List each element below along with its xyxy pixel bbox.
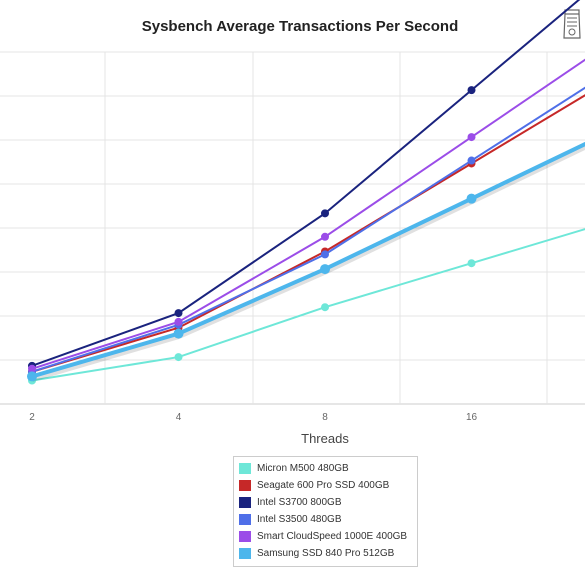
chart-title: Sysbench Average Transactions Per Second [141, 18, 459, 35]
data-point[interactable] [467, 156, 476, 165]
legend-label: Samsung SSD 840 Pro 512GB [257, 548, 395, 559]
legend-label: Intel S3700 800GB [257, 497, 342, 508]
legend-item[interactable]: Smart CloudSpeed 1000E 400GB [239, 528, 411, 545]
data-point[interactable] [173, 328, 184, 339]
series-layer [27, 0, 585, 385]
legend: Micron M500 480GB Seagate 600 Pro SSD 400… [233, 456, 418, 567]
data-point[interactable] [467, 259, 476, 268]
data-point[interactable] [320, 264, 330, 275]
grid-layer [0, 51, 585, 405]
x-tick-label: 2 [29, 412, 35, 423]
legend-swatch [239, 497, 251, 508]
logo-icon [563, 9, 581, 39]
data-point[interactable] [28, 364, 36, 373]
series-line [31, 94, 585, 373]
legend-swatch [239, 463, 251, 474]
data-point[interactable] [27, 371, 37, 382]
legend-label: Intel S3500 480GB [257, 514, 342, 525]
legend-label: Smart CloudSpeed 1000E 400GB [257, 531, 408, 542]
x-tick-label: 4 [176, 412, 182, 423]
legend-item[interactable]: Intel S3700 800GB [239, 494, 411, 511]
series-smart-cloudspeed-1000e-400gb [28, 58, 585, 373]
legend-swatch [239, 480, 251, 491]
x-tick-label: 16 [466, 412, 478, 423]
legend-swatch [239, 531, 251, 542]
data-point[interactable] [321, 209, 329, 218]
tick-layer: 2 4 8 16 [29, 412, 477, 423]
legend-swatch [239, 514, 251, 525]
legend-label: Seagate 600 Pro SSD 400GB [257, 480, 390, 491]
data-point[interactable] [321, 303, 329, 312]
series-samsung-ssd-840-pro-512gb [27, 141, 585, 382]
data-point[interactable] [467, 133, 476, 142]
series-seagate-600-pro-ssd-400gb [28, 94, 585, 376]
series-line [31, 58, 585, 370]
data-point[interactable] [174, 309, 183, 318]
legend-item[interactable]: Intel S3500 480GB [239, 511, 411, 528]
data-point[interactable] [321, 250, 329, 259]
data-point[interactable] [174, 353, 183, 362]
data-point[interactable] [174, 317, 183, 326]
x-tick-label: 8 [322, 412, 328, 423]
legend-label: Micron M500 480GB [257, 463, 349, 474]
legend-swatch [239, 548, 251, 559]
legend-item[interactable]: Micron M500 480GB [239, 460, 411, 477]
series-line [31, 141, 585, 379]
data-point[interactable] [321, 232, 329, 241]
legend-item[interactable]: Seagate 600 Pro SSD 400GB [239, 477, 411, 494]
legend-item[interactable]: Samsung SSD 840 Pro 512GB [239, 545, 411, 562]
data-point[interactable] [466, 193, 477, 204]
x-axis-title: Threads [301, 431, 349, 446]
data-point[interactable] [467, 86, 476, 95]
